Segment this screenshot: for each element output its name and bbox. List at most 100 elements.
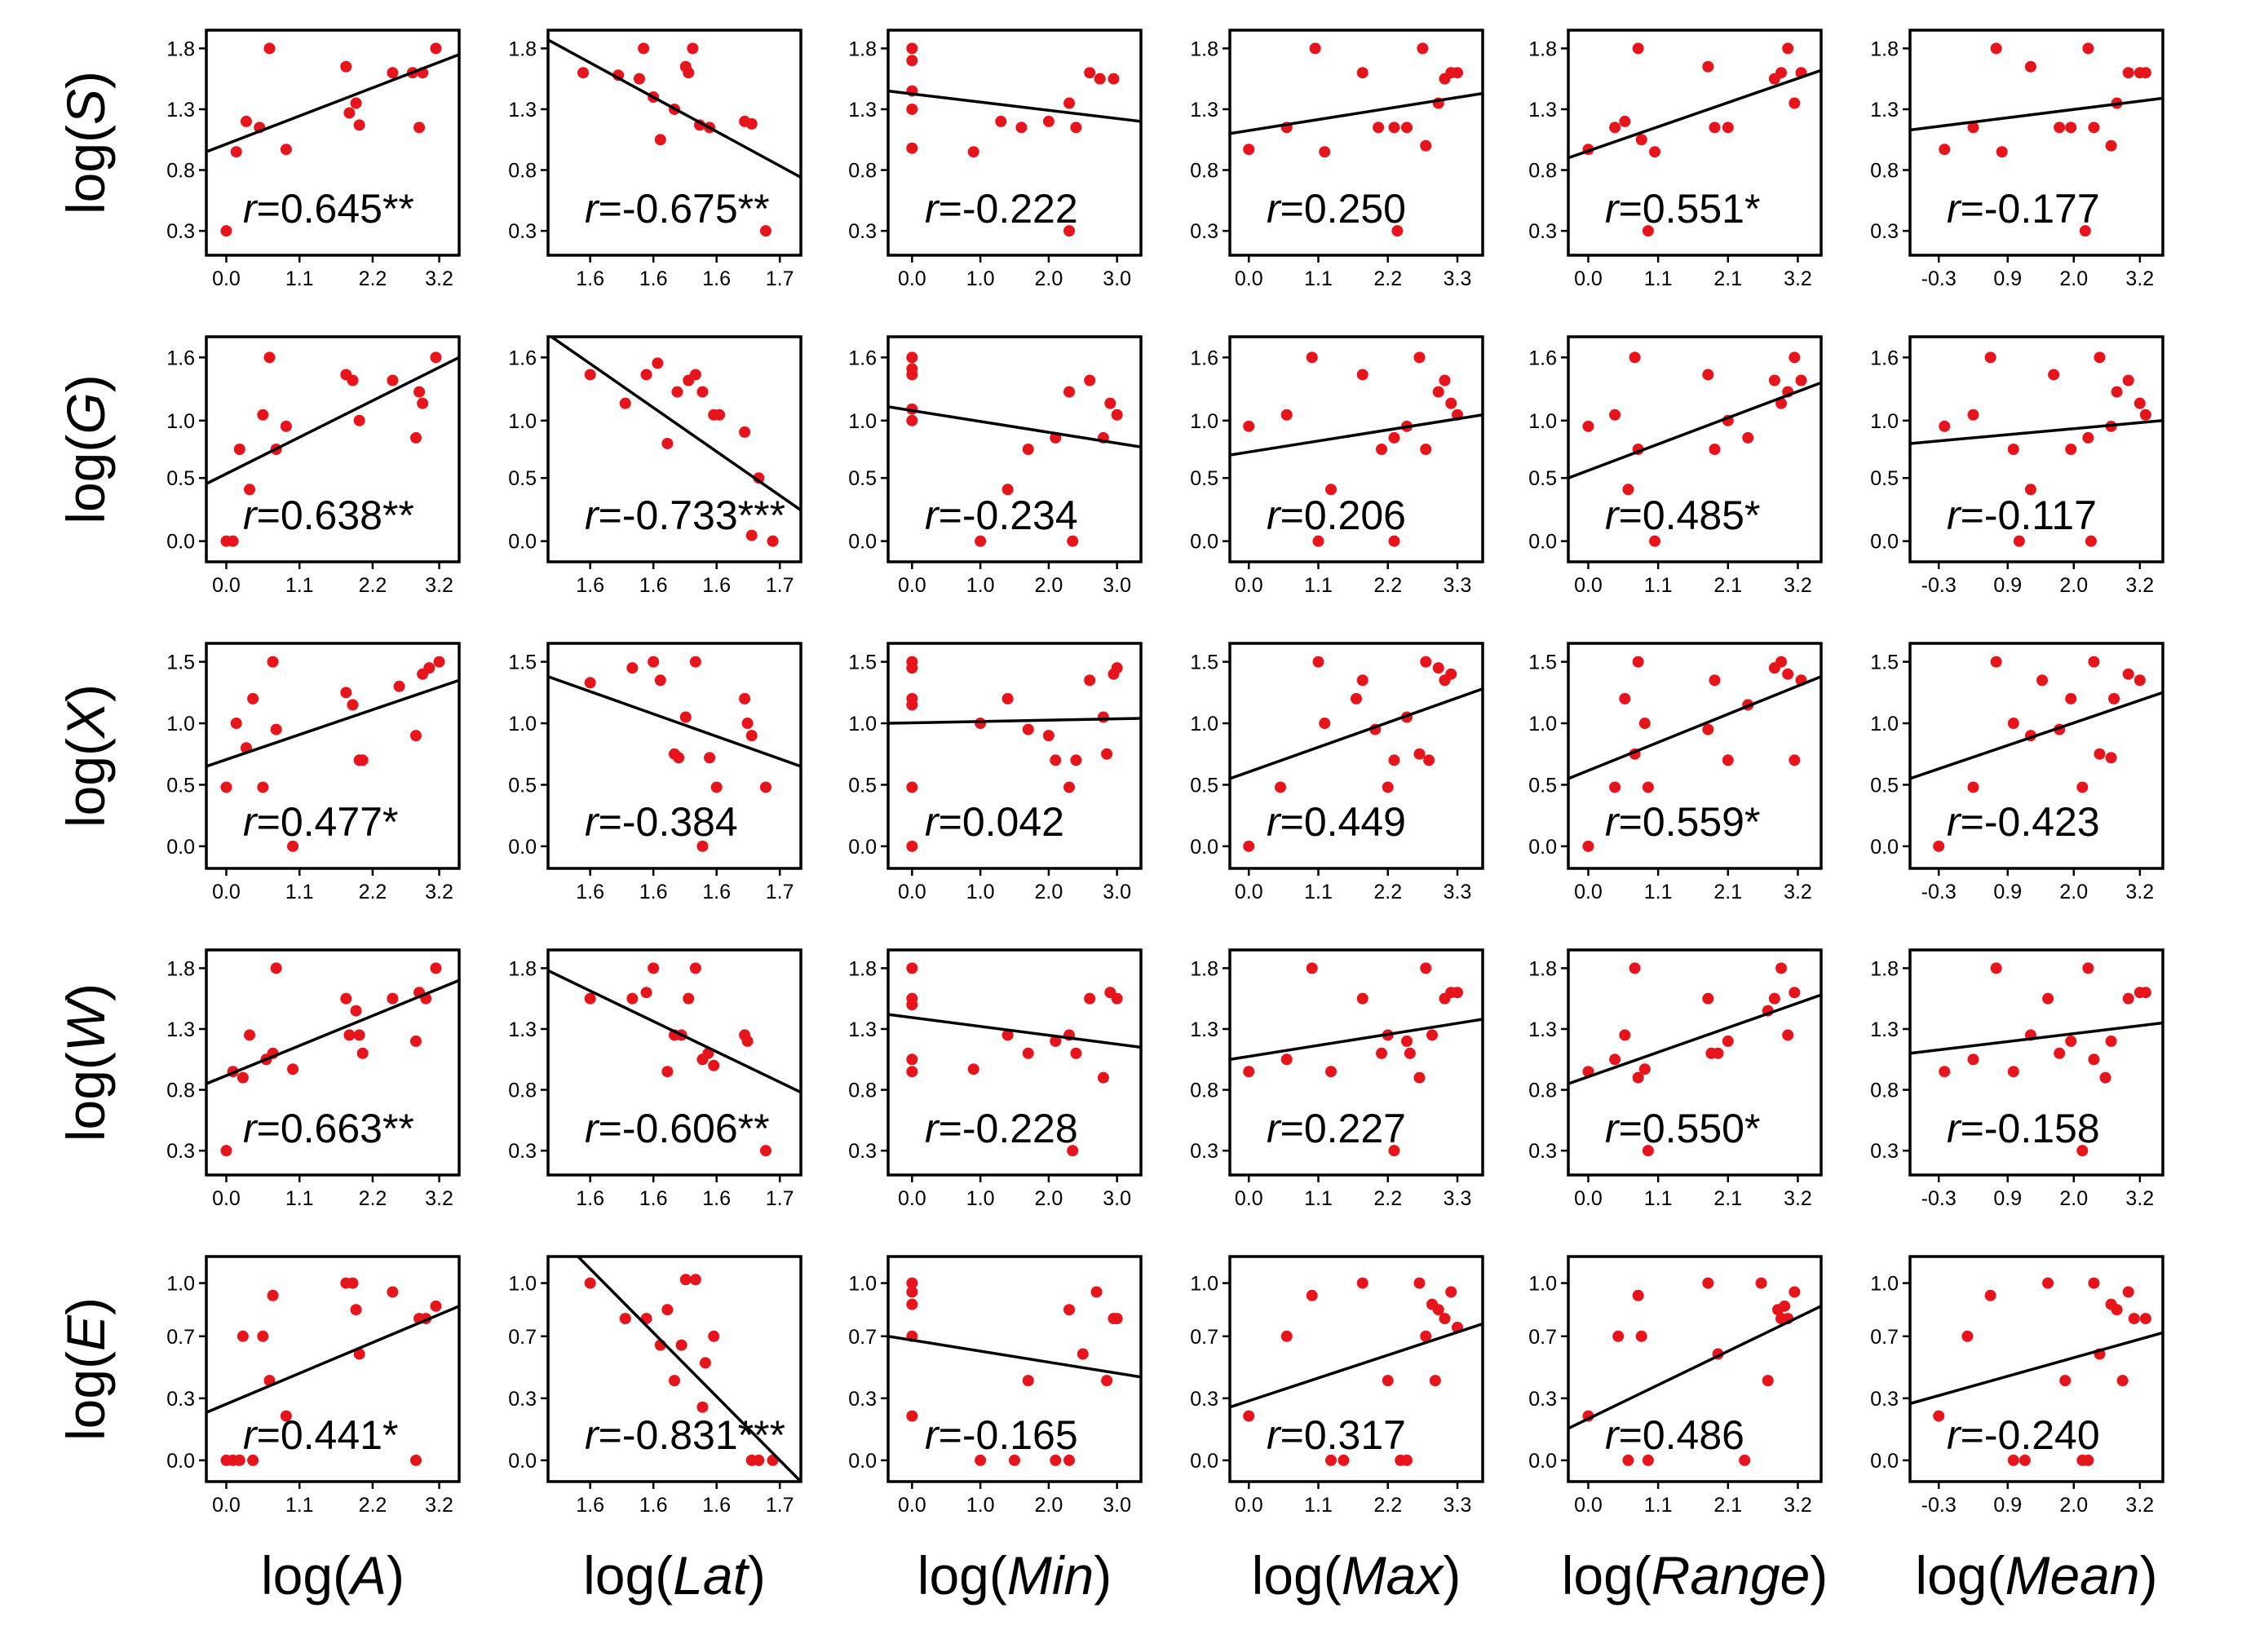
data-point xyxy=(1635,1330,1647,1342)
y-tick-label: 1.0 xyxy=(1528,410,1557,433)
panel-W-Range: 1.8 1.3 0.8 0.3 0.0 1.1 2.1 3.2 r=0.550* xyxy=(1528,948,1823,1210)
data-point xyxy=(654,674,666,687)
panel-W-Mean: 1.8 1.3 0.8 0.3 -0.3 0.9 2.0 3.2 r=-0.158 xyxy=(1870,948,2164,1210)
x-tick-label: 3.0 xyxy=(1103,267,1131,290)
data-point xyxy=(1789,987,1801,999)
y-tick-label: 1.6 xyxy=(508,347,537,369)
data-point xyxy=(683,67,695,79)
y-tick-label: 0.3 xyxy=(508,1388,537,1411)
x-tick-label: -0.3 xyxy=(1921,1187,1957,1210)
x-tick-label: 1.6 xyxy=(639,1494,668,1517)
y-tick-label: 1.0 xyxy=(166,713,195,735)
data-point xyxy=(247,692,259,705)
data-point xyxy=(1063,97,1076,109)
data-point xyxy=(1084,674,1096,687)
data-point xyxy=(1401,1454,1413,1466)
x-axis-label-Min: log(Min) xyxy=(917,1545,1112,1606)
panel-frame xyxy=(205,948,461,1177)
data-point xyxy=(1996,146,2008,158)
regression-line xyxy=(1230,1018,1483,1061)
y-tick-label: 1.3 xyxy=(166,99,195,121)
data-point xyxy=(244,484,256,496)
data-point xyxy=(995,115,1007,127)
panel-frame xyxy=(546,642,803,870)
x-tick-label: 1.1 xyxy=(285,267,314,290)
x-tick-label: 1.0 xyxy=(966,267,995,290)
x-tick-label: 0.0 xyxy=(212,574,241,597)
data-point xyxy=(280,420,292,432)
data-point xyxy=(409,730,422,742)
data-point xyxy=(1022,1375,1034,1387)
data-point xyxy=(906,999,918,1011)
data-point xyxy=(1622,1454,1634,1466)
y-tick-label: 0.0 xyxy=(166,1450,195,1473)
x-tick-label: 2.0 xyxy=(2059,267,2088,290)
x-tick-label: 3.2 xyxy=(1784,881,1812,903)
y-tick-label: 0.8 xyxy=(166,1080,195,1102)
correlation-label: r=0.550* xyxy=(1605,1106,1760,1151)
data-point xyxy=(353,119,365,131)
data-point xyxy=(648,656,660,668)
data-point xyxy=(741,1035,754,1047)
data-point xyxy=(1739,1454,1751,1466)
data-point xyxy=(244,1029,256,1041)
data-point xyxy=(1063,386,1076,398)
data-point xyxy=(1961,1330,1974,1342)
data-point xyxy=(689,656,701,668)
y-tick-label: 1.8 xyxy=(508,957,537,980)
y-tick-label: 1.3 xyxy=(166,1018,195,1041)
y-tick-label: 0.3 xyxy=(1190,220,1218,243)
data-point xyxy=(2111,1304,2123,1316)
correlation-label: r=-0.240 xyxy=(1947,1412,2100,1458)
data-point xyxy=(1356,67,1368,79)
data-point xyxy=(975,718,987,730)
data-point xyxy=(1420,1330,1432,1342)
data-point xyxy=(1306,351,1318,364)
y-axis-label-S: log(S) xyxy=(55,71,116,214)
y-tick-label: 1.6 xyxy=(166,347,195,369)
regression-line xyxy=(206,978,459,1085)
data-point xyxy=(2007,444,2019,455)
data-point xyxy=(1097,711,1109,723)
x-tick-label: -0.3 xyxy=(1921,574,1957,597)
regression-line xyxy=(1910,419,2163,445)
data-point xyxy=(2076,781,2089,793)
y-tick-label: 0.3 xyxy=(1870,220,1899,243)
regression-line xyxy=(548,38,801,179)
data-point xyxy=(2122,992,2134,1005)
data-point xyxy=(1742,431,1754,444)
y-tick-label: 0.0 xyxy=(848,1450,877,1473)
data-point xyxy=(906,369,918,381)
data-point xyxy=(584,369,596,381)
panel-frame xyxy=(546,335,803,563)
data-point xyxy=(2111,386,2123,398)
y-tick-label: 0.0 xyxy=(166,531,195,554)
panel-frame xyxy=(205,335,461,563)
data-point xyxy=(2042,992,2054,1005)
data-point xyxy=(2133,397,2146,409)
data-point xyxy=(417,397,429,409)
x-tick-label: 3.2 xyxy=(425,1187,453,1210)
panel-G-Range: 1.6 1.0 0.5 0.0 0.0 1.1 2.1 3.2 r=0.485* xyxy=(1528,335,1823,597)
data-point xyxy=(2085,535,2097,547)
y-tick-label: 1.3 xyxy=(848,1018,877,1041)
data-point xyxy=(1632,1289,1644,1301)
y-tick-label: 0.5 xyxy=(1190,467,1218,490)
y-tick-label: 0.0 xyxy=(1870,1450,1899,1473)
panel-frame xyxy=(1908,642,2164,870)
data-point xyxy=(387,1286,399,1298)
panel-E-Max: 1.0 0.7 0.3 0.0 0.0 1.1 2.2 3.3 r=0.317 xyxy=(1190,1255,1484,1517)
data-point xyxy=(430,351,442,364)
data-point xyxy=(2139,67,2151,79)
x-axis-label-Lat: log(Lat) xyxy=(583,1545,766,1606)
regression-line xyxy=(1568,1305,1821,1430)
correlation-label: r=0.042 xyxy=(925,799,1064,845)
data-point xyxy=(287,840,299,852)
y-tick-label: 1.6 xyxy=(1190,347,1218,369)
y-tick-label: 0.7 xyxy=(166,1326,195,1349)
data-point xyxy=(1108,73,1120,85)
panel-S-Mean: 1.8 1.3 0.8 0.3 -0.3 0.9 2.0 3.2 r=-0.177 xyxy=(1870,29,2164,290)
correlation-label: r=-0.228 xyxy=(925,1106,1078,1151)
data-point xyxy=(1967,409,1979,421)
regression-line xyxy=(1568,381,1821,479)
